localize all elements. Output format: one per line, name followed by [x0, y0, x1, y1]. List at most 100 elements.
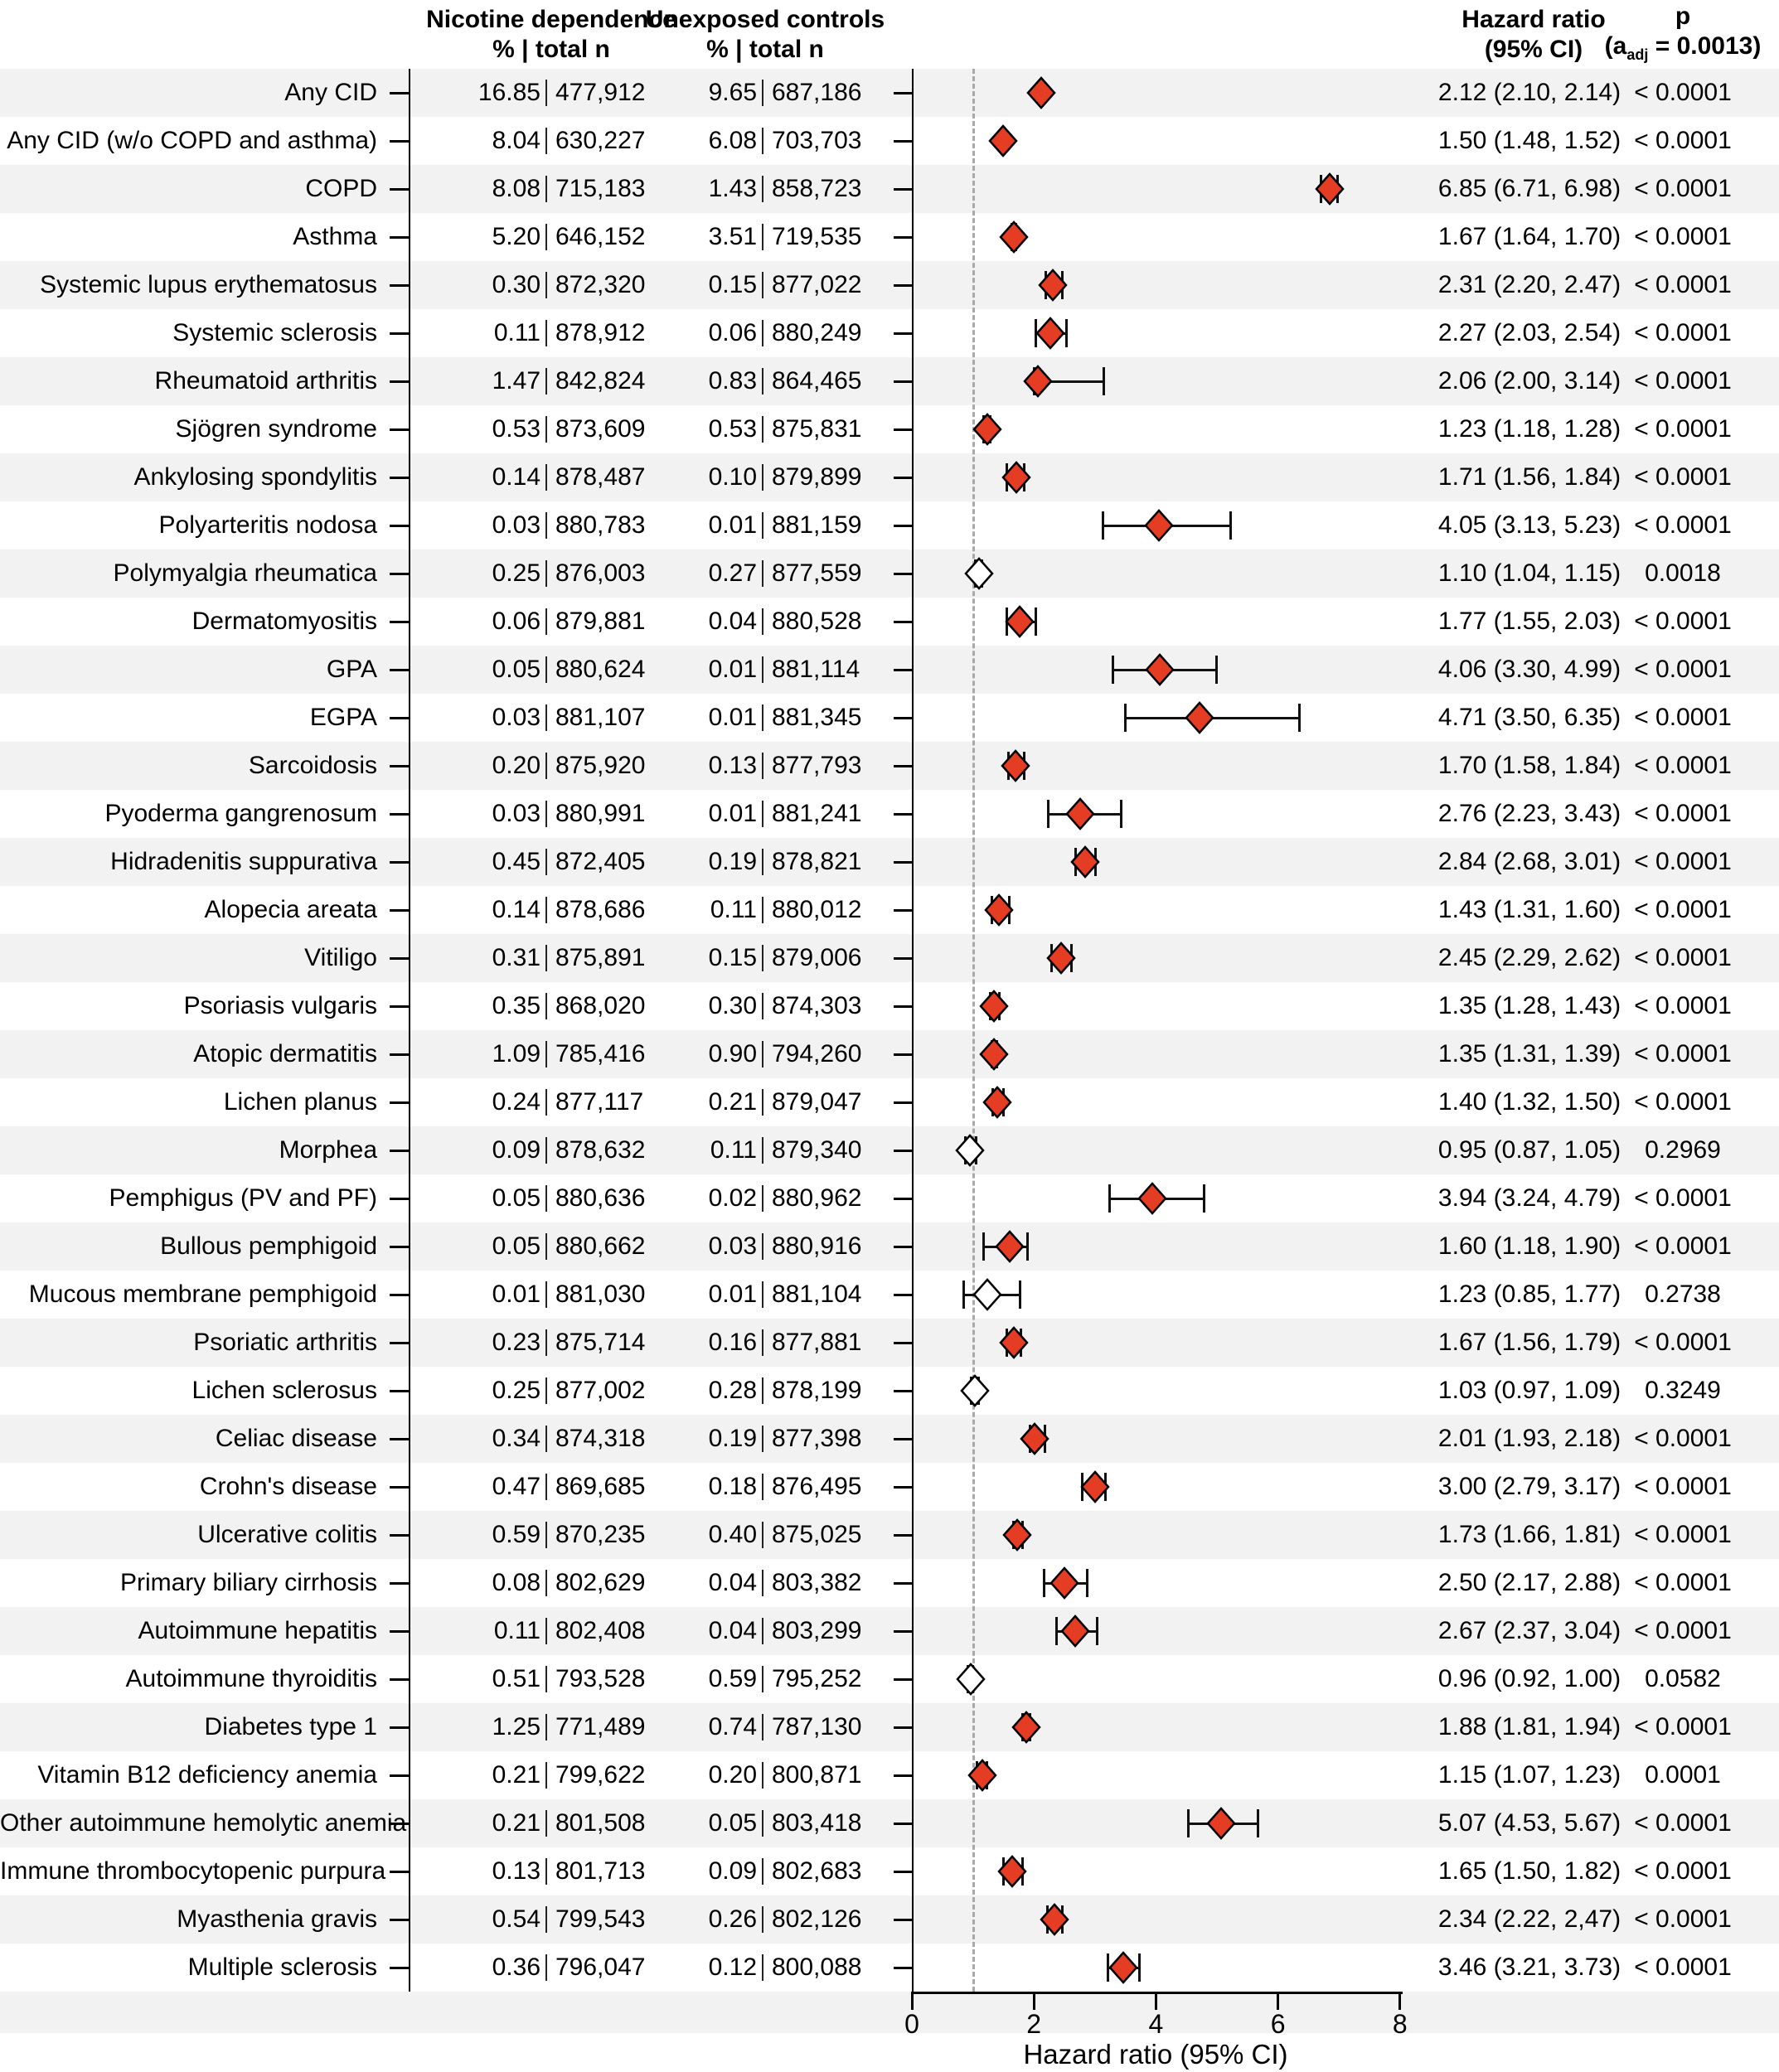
control-col-separator	[762, 1954, 763, 1981]
p-value: < 0.0001	[1634, 415, 1732, 443]
hazard-ratio-column-title: Hazard ratio	[1461, 6, 1606, 33]
diamond-marker	[1026, 76, 1056, 109]
nicotine-col-separator	[545, 416, 547, 443]
nicotine-n: 878,487	[555, 463, 646, 491]
control-n: 800,871	[772, 1761, 862, 1789]
control-pct: 0.15	[708, 944, 757, 971]
nicotine-col-separator	[545, 1522, 547, 1548]
row-axis-tick	[894, 1485, 912, 1489]
hr-value: 1.73 (1.66, 1.81)	[1437, 1521, 1621, 1548]
nicotine-n: 878,632	[555, 1136, 646, 1164]
nicotine-pct: 1.25	[492, 1713, 540, 1740]
nicotine-n: 881,107	[555, 704, 646, 731]
row-label-tick	[390, 1485, 409, 1489]
ci-cap-high	[1229, 511, 1233, 540]
hr-value: 2.67 (2.37, 3.04)	[1437, 1617, 1621, 1644]
control-pct: 0.02	[708, 1184, 757, 1212]
control-pct: 6.08	[708, 127, 757, 154]
x-axis-tick-label: 0	[904, 2009, 919, 2039]
nicotine-col-separator	[545, 320, 547, 346]
row-band	[0, 1415, 1779, 1463]
row-label: Bullous pemphigoid	[160, 1232, 377, 1260]
row-label: Asthma	[293, 223, 377, 250]
nicotine-n: 630,227	[555, 127, 646, 154]
row-band	[0, 549, 1779, 598]
row-label-tick	[390, 428, 409, 431]
nicotine-n: 869,685	[555, 1473, 646, 1500]
ci-cap-high	[1256, 1809, 1259, 1837]
nicotine-n: 872,320	[555, 271, 646, 298]
row-axis-tick	[894, 187, 912, 191]
hr-value: 4.71 (3.50, 6.35)	[1437, 704, 1621, 731]
control-col-separator	[762, 1089, 763, 1116]
control-col-separator	[762, 1858, 763, 1885]
row-band	[0, 1895, 1779, 1944]
row-axis-tick	[894, 283, 912, 287]
row-label-tick	[390, 1918, 409, 1921]
x-axis-title: Hazard ratio (95% CI)	[1023, 2039, 1288, 2070]
p-value: < 0.0001	[1634, 1088, 1732, 1116]
p-value: < 0.0001	[1634, 79, 1732, 106]
row-label-tick	[390, 1581, 409, 1585]
nicotine-col-separator	[545, 849, 547, 875]
row-axis-tick	[894, 812, 912, 816]
nicotine-col-separator	[545, 1281, 547, 1308]
hr-value: 1.15 (1.07, 1.23)	[1437, 1761, 1621, 1789]
row-axis-tick	[894, 428, 912, 431]
control-n: 881,345	[772, 704, 862, 731]
control-n: 878,199	[772, 1377, 862, 1404]
row-label: GPA	[326, 656, 377, 683]
p-value: 0.0582	[1645, 1665, 1721, 1692]
nicotine-pct: 0.05	[492, 656, 540, 683]
control-col-separator	[762, 1522, 763, 1548]
nicotine-pct: 0.08	[492, 1569, 540, 1596]
nicotine-n: 715,183	[555, 175, 646, 202]
nicotine-n: 880,624	[555, 656, 646, 683]
ci-cap-high	[1096, 1617, 1099, 1645]
diamond-marker	[1001, 749, 1030, 782]
p-value: < 0.0001	[1634, 1809, 1732, 1837]
nicotine-n: 874,318	[555, 1425, 646, 1452]
row-axis-tick	[894, 956, 912, 960]
hr-value: 3.00 (2.79, 3.17)	[1437, 1473, 1621, 1500]
control-n: 877,793	[772, 752, 862, 779]
row-band	[0, 453, 1779, 501]
control-n: 881,114	[772, 656, 860, 683]
row-label: Systemic sclerosis	[172, 319, 377, 346]
ci-cap-high	[1026, 1232, 1030, 1261]
x-axis-tick-label: 8	[1392, 2009, 1408, 2039]
p-value: < 0.0001	[1634, 608, 1732, 635]
diamond-marker-open	[955, 1134, 985, 1167]
control-pct: 0.74	[708, 1713, 757, 1740]
hr-value: 1.70 (1.58, 1.84)	[1437, 752, 1621, 779]
ci-cap-high	[1034, 608, 1037, 636]
hr-value: 1.77 (1.55, 2.03)	[1437, 608, 1621, 635]
row-axis-tick	[894, 139, 912, 143]
row-label: Myasthenia gravis	[177, 1905, 377, 1933]
row-label: Autoimmune hepatitis	[138, 1617, 378, 1644]
row-band	[0, 1703, 1779, 1751]
nicotine-pct: 0.03	[492, 800, 540, 827]
control-col-separator	[762, 993, 763, 1019]
control-pct: 1.43	[708, 175, 757, 202]
nicotine-pct: 0.35	[492, 992, 540, 1019]
p-value: < 0.0001	[1634, 367, 1732, 395]
control-col-separator	[762, 1426, 763, 1452]
control-col-separator	[762, 128, 763, 154]
row-label: Lichen planus	[223, 1088, 377, 1116]
control-n: 803,299	[772, 1617, 862, 1644]
row-axis-tick	[894, 1149, 912, 1152]
controls-column-subtitle: % | total n	[706, 36, 824, 63]
control-col-separator	[762, 849, 763, 875]
ci-cap-low	[982, 1232, 986, 1261]
row-label: Hidradenitis suppurativa	[110, 848, 377, 875]
p-value: < 0.0001	[1634, 1617, 1732, 1644]
control-col-separator	[762, 224, 763, 250]
control-pct: 0.21	[708, 1088, 757, 1116]
control-pct: 0.11	[710, 896, 757, 923]
nicotine-n: 875,891	[555, 944, 646, 971]
hr-value: 3.46 (3.21, 3.73)	[1437, 1953, 1621, 1981]
ci-cap-low	[1101, 511, 1104, 540]
control-pct: 0.19	[708, 1425, 757, 1452]
diamond-marker	[979, 1038, 1010, 1071]
